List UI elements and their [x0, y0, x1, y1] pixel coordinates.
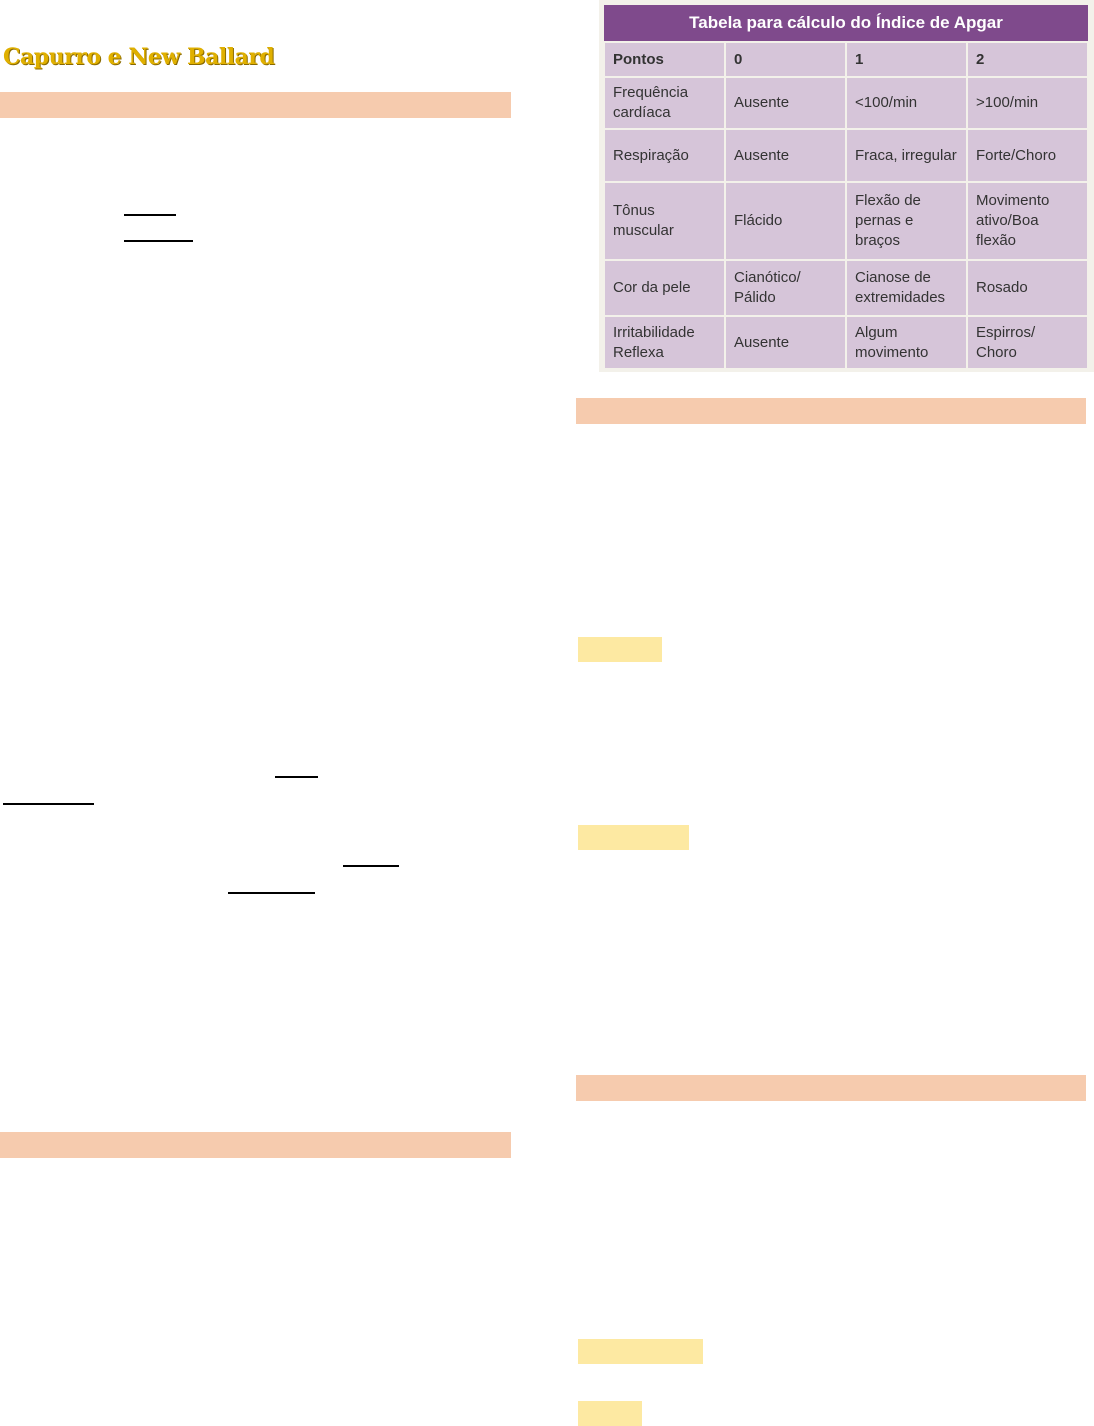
highlight: [578, 637, 662, 662]
table-row: Frequência cardíaca Ausente <100/min >10…: [603, 76, 1089, 130]
cell: Ausente: [724, 128, 847, 183]
highlight: [578, 825, 689, 850]
section-bar: [0, 1132, 511, 1158]
apgar-table: Tabela para cálculo do Índice de Apgar P…: [603, 5, 1089, 370]
section-bar: [0, 92, 511, 118]
table-row: Tônus muscular Flácido Flexão de pernas …: [603, 181, 1089, 261]
table-header-row: Pontos 0 1 2: [603, 41, 1089, 78]
cell: Fraca, irregular: [845, 128, 968, 183]
cell: Rosado: [966, 259, 1089, 317]
section-bar: [576, 1075, 1086, 1101]
cell: Frequência cardíaca: [603, 76, 726, 130]
cell: Tônus muscular: [603, 181, 726, 261]
table-row: Respiração Ausente Fraca, irregular Fort…: [603, 128, 1089, 183]
cell: Espirros/ Choro: [966, 315, 1089, 370]
cell: Cianose de extremidades: [845, 259, 968, 317]
underline: [124, 214, 176, 216]
highlight: [578, 1401, 642, 1426]
table-caption: Tabela para cálculo do Índice de Apgar: [604, 5, 1088, 42]
table-row: Cor da pele Cianótico/ Pálido Cianose de…: [603, 259, 1089, 317]
section-bar: [576, 398, 1086, 424]
cell: >100/min: [966, 76, 1089, 130]
cell: Flácido: [724, 181, 847, 261]
underline: [275, 776, 318, 778]
header-cell: 0: [724, 41, 847, 78]
document-title: Capurro e New Ballard: [3, 44, 275, 70]
header-cell: 1: [845, 41, 968, 78]
header-cell: 2: [966, 41, 1089, 78]
cell: <100/min: [845, 76, 968, 130]
cell: Forte/Choro: [966, 128, 1089, 183]
cell: Algum movimento: [845, 315, 968, 370]
underline: [124, 240, 193, 242]
cell: Movimento ativo/Boa flexão: [966, 181, 1089, 261]
header-cell: Pontos: [603, 41, 726, 78]
cell: Cianótico/ Pálido: [724, 259, 847, 317]
underline: [3, 803, 94, 805]
cell: Irritabilidade Reflexa: [603, 315, 726, 370]
cell: Cor da pele: [603, 259, 726, 317]
underline: [343, 865, 399, 867]
underline: [228, 892, 315, 894]
cell: Ausente: [724, 76, 847, 130]
cell: Respiração: [603, 128, 726, 183]
highlight: [578, 1339, 703, 1364]
cell: Flexão de pernas e braços: [845, 181, 968, 261]
cell: Ausente: [724, 315, 847, 370]
table-row: Irritabilidade Reflexa Ausente Algum mov…: [603, 315, 1089, 370]
